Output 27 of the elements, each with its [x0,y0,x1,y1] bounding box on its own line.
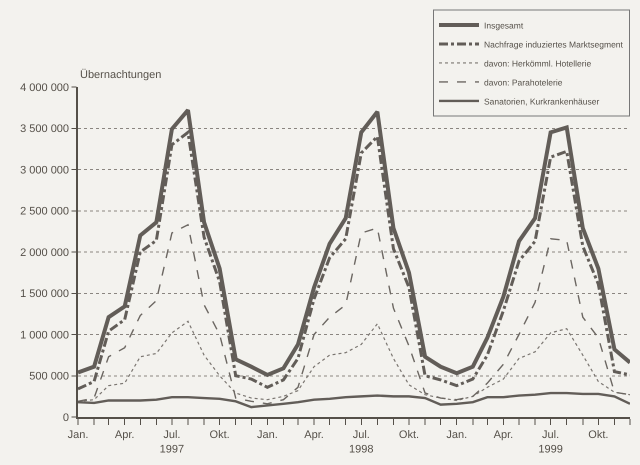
x-tick-label: Jul. 1998 [349,428,374,456]
x-tick-label: Okt. [398,428,420,441]
y-tick-label: 1 000 000 [20,329,70,342]
x-tick-label: Jan. [68,428,88,441]
x-tick-label: Okt. [210,428,230,441]
legend-label: Nachfrage induziertes Marktsegment [484,39,624,50]
y-tick-label: 2 000 000 [20,246,70,259]
y-tick-label: 3 500 000 [20,123,70,136]
y-tick-label: 2 500 000 [20,206,70,218]
y-tick-label: 0 [62,412,70,424]
y-tick-label: 500 000 [29,370,70,383]
x-tick-label: Apr. [304,428,324,441]
x-tick-label: Jan. [256,428,278,441]
x-tick-label: Jul. 1999 [538,428,563,456]
legend-label: davon: Parahotelerie [484,77,563,88]
y-tick-label: 3 000 000 [20,164,70,176]
x-tick-label: Apr. [114,428,134,441]
y-tick-label: 1 500 000 [20,288,70,300]
legend-label: Sanatorien, Kurkrankenhäuser [484,96,600,106]
x-tick-label: Okt. [588,428,608,441]
y-tick-label: 4 000 000 [20,82,70,94]
x-tick-label: Jan. [446,428,468,441]
legend-label: davon: Herkömml. Hotellerie [484,58,592,68]
legend-label: Insgesamt [484,20,524,30]
x-tick-label: Jul. 1997 [160,428,184,456]
y-axis-title: Übernachtungen [80,68,162,81]
x-tick-label: Apr. [494,428,514,441]
